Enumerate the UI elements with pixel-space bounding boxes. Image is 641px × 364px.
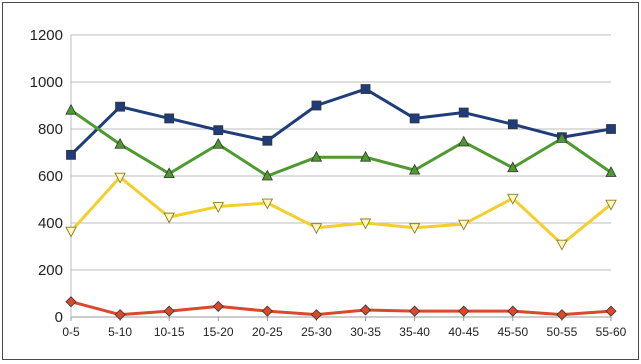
diamond-marker <box>65 296 77 308</box>
y-tick-label: 1200 <box>30 27 63 44</box>
x-tick-label: 35-40 <box>399 325 430 339</box>
square-marker <box>507 119 518 130</box>
y-tick-label: 0 <box>55 309 63 326</box>
triangle-up-marker <box>114 137 126 149</box>
y-tick-label: 400 <box>38 215 63 232</box>
x-tick-label: 20-25 <box>252 325 283 339</box>
diamond-marker <box>261 305 273 317</box>
triangle-down-marker <box>163 212 175 224</box>
axis-layer <box>70 35 612 321</box>
label-layer: 0 200 400 600 800 1000 1200 0-5 5-10 10-15 15-20 20… <box>30 27 627 339</box>
x-tick-label: 30-35 <box>350 325 381 339</box>
series-line <box>69 175 612 246</box>
x-tick-label: 40-45 <box>448 325 479 339</box>
series-3 <box>65 296 617 321</box>
triangle-down-marker <box>310 223 323 235</box>
y-tick-label: 800 <box>38 121 63 138</box>
series-0 <box>66 84 616 160</box>
x-tick-label: 55-60 <box>596 325 627 339</box>
diamond-marker <box>212 300 224 312</box>
diamond-marker <box>556 309 568 321</box>
square-marker <box>213 125 224 136</box>
triangle-down-marker <box>556 239 568 251</box>
triangle-down-marker <box>605 199 617 211</box>
triangle-up-marker <box>65 103 77 115</box>
triangle-down-marker <box>114 172 126 184</box>
diamond-marker <box>163 305 175 317</box>
x-tick-label: 50-55 <box>547 325 578 339</box>
diamond-marker <box>605 305 617 317</box>
diamond-marker <box>359 304 372 316</box>
x-tick-label: 0-5 <box>62 325 80 339</box>
triangle-up-marker <box>605 166 617 177</box>
x-tick-label: 15-20 <box>203 325 234 339</box>
triangle-down-marker <box>457 219 470 231</box>
y-tick-label: 1000 <box>30 74 63 91</box>
square-marker <box>311 100 322 111</box>
series-line <box>70 108 612 178</box>
triangle-up-marker <box>261 169 274 181</box>
series-line <box>69 87 612 156</box>
series-line <box>70 300 612 317</box>
triangle-up-marker <box>556 132 568 143</box>
triangle-up-marker <box>458 135 470 147</box>
triangle-up-marker <box>310 150 323 162</box>
chart-frame: 0 200 400 600 800 1000 1200 0-5 5-10 10-15 15-20 20… <box>2 2 639 360</box>
triangle-up-marker <box>507 161 519 173</box>
triangle-down-marker <box>408 223 421 235</box>
square-marker <box>360 84 371 94</box>
series-1 <box>65 103 617 181</box>
triangle-up-marker <box>359 150 372 162</box>
y-tick-label: 600 <box>38 168 63 185</box>
triangle-down-marker <box>507 193 519 205</box>
series-2 <box>65 172 617 251</box>
square-marker <box>409 113 420 124</box>
square-marker <box>458 107 469 118</box>
x-tick-label: 25-30 <box>301 325 332 339</box>
triangle-down-marker <box>212 202 225 214</box>
square-marker <box>164 113 175 124</box>
square-marker <box>66 149 76 160</box>
square-marker <box>115 101 125 112</box>
diamond-marker <box>507 305 519 317</box>
square-marker <box>606 124 616 134</box>
triangle-up-marker <box>212 137 224 149</box>
x-tick-label: 5-10 <box>108 325 132 339</box>
triangle-up-marker <box>408 163 421 175</box>
triangle-down-marker <box>359 218 372 230</box>
y-tick-label: 200 <box>38 262 63 279</box>
x-tick-label: 10-15 <box>154 325 185 339</box>
triangle-up-marker <box>163 167 175 179</box>
grid-layer <box>71 34 611 318</box>
triangle-down-marker <box>261 198 274 210</box>
diamond-marker <box>114 309 126 321</box>
line-chart: 0 200 400 600 800 1000 1200 0-5 5-10 10-15 15-20 20… <box>30 27 627 339</box>
x-tick-label: 45-50 <box>497 325 528 339</box>
diamond-marker <box>409 305 421 317</box>
diamond-marker <box>310 309 323 321</box>
diamond-marker <box>458 305 470 317</box>
square-marker <box>262 135 273 146</box>
series-layer <box>65 84 617 321</box>
triangle-down-marker <box>65 226 77 238</box>
